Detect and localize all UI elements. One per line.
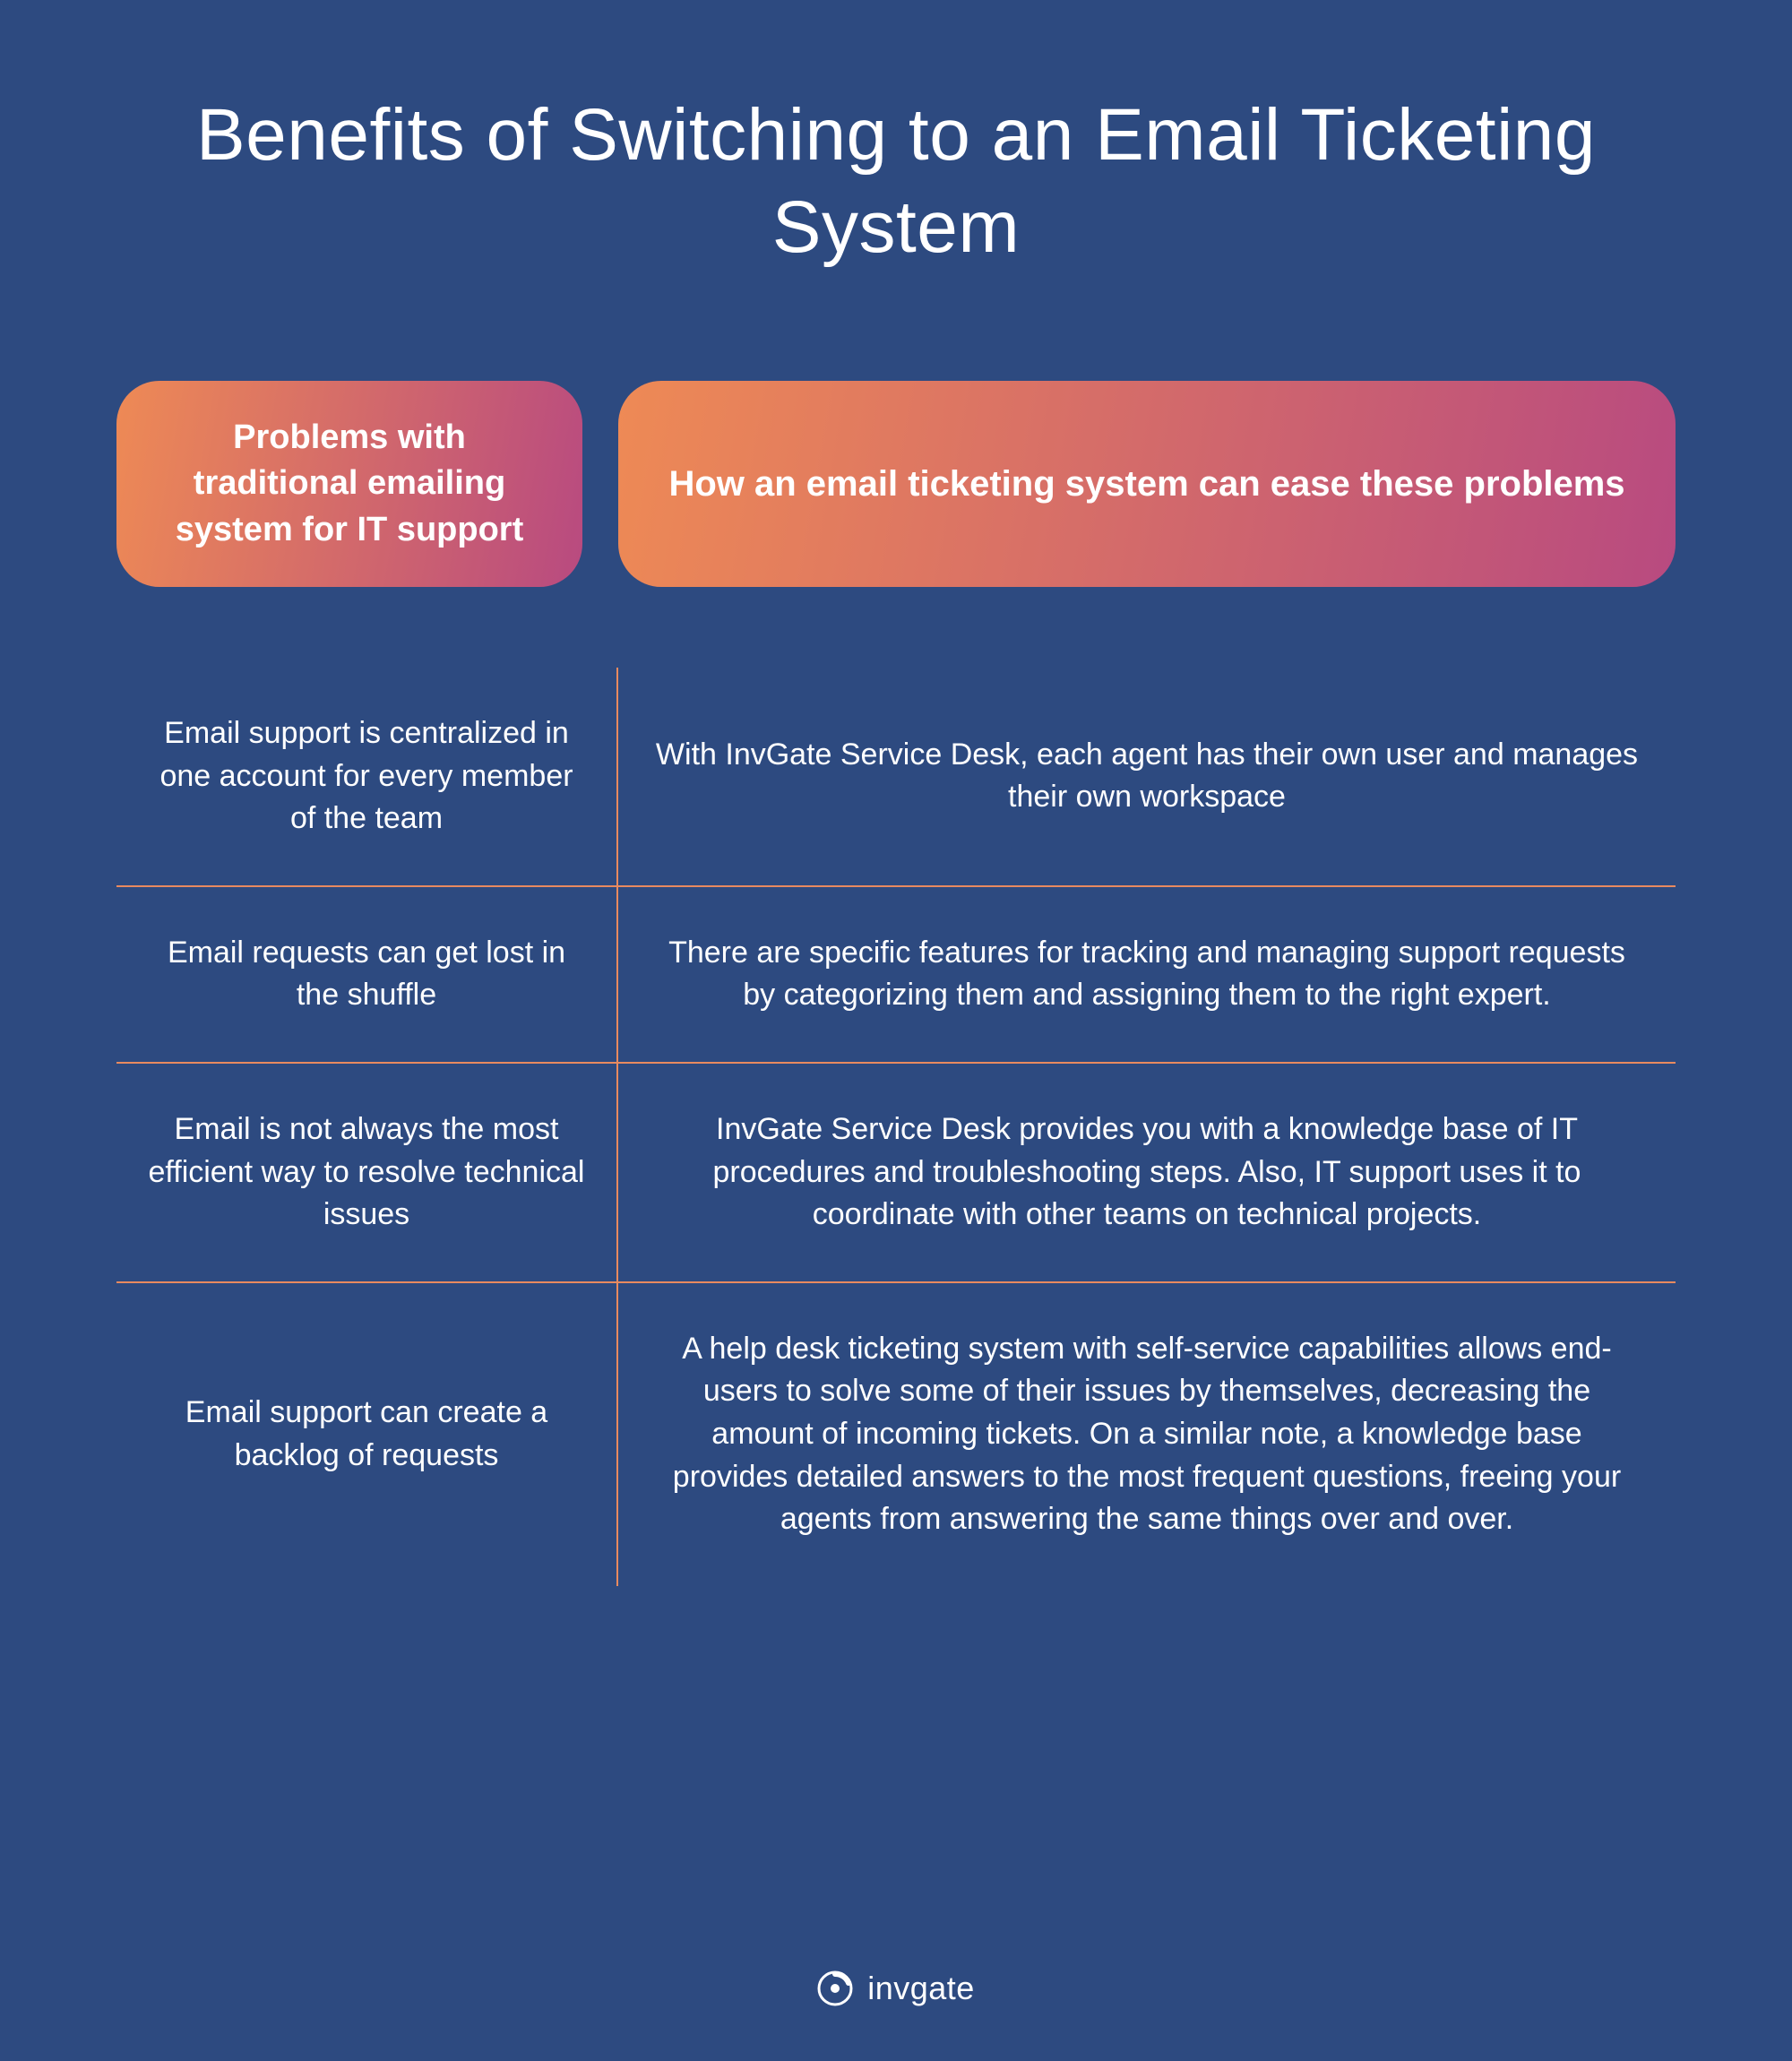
table-row: Email requests can get lost in the shuff… [116,887,1676,1064]
comparison-table: Email support is centralized in one acco… [116,668,1676,1586]
header-solutions: How an email ticketing system can ease t… [618,381,1676,587]
table-row: Email support can create a backlog of re… [116,1283,1676,1586]
column-headers: Problems with traditional emailing syste… [116,381,1676,587]
solution-cell: With InvGate Service Desk, each agent ha… [618,668,1676,885]
problem-cell: Email support can create a backlog of re… [116,1283,618,1586]
problem-cell: Email support is centralized in one acco… [116,668,618,885]
footer: invgate [116,1898,1676,2007]
page-title: Benefits of Switching to an Email Ticket… [116,90,1676,273]
brand-logo-icon [817,1970,853,2006]
problem-cell: Email is not always the most efficient w… [116,1064,618,1281]
solution-cell: InvGate Service Desk provides you with a… [618,1064,1676,1281]
table-row: Email is not always the most efficient w… [116,1064,1676,1283]
solution-cell: There are specific features for tracking… [618,887,1676,1062]
header-problems: Problems with traditional emailing syste… [116,381,582,587]
solution-cell: A help desk ticketing system with self-s… [618,1283,1676,1586]
brand-name: invgate [867,1970,975,2007]
problem-cell: Email requests can get lost in the shuff… [116,887,618,1062]
infographic-page: Benefits of Switching to an Email Ticket… [0,0,1792,2061]
table-row: Email support is centralized in one acco… [116,668,1676,887]
